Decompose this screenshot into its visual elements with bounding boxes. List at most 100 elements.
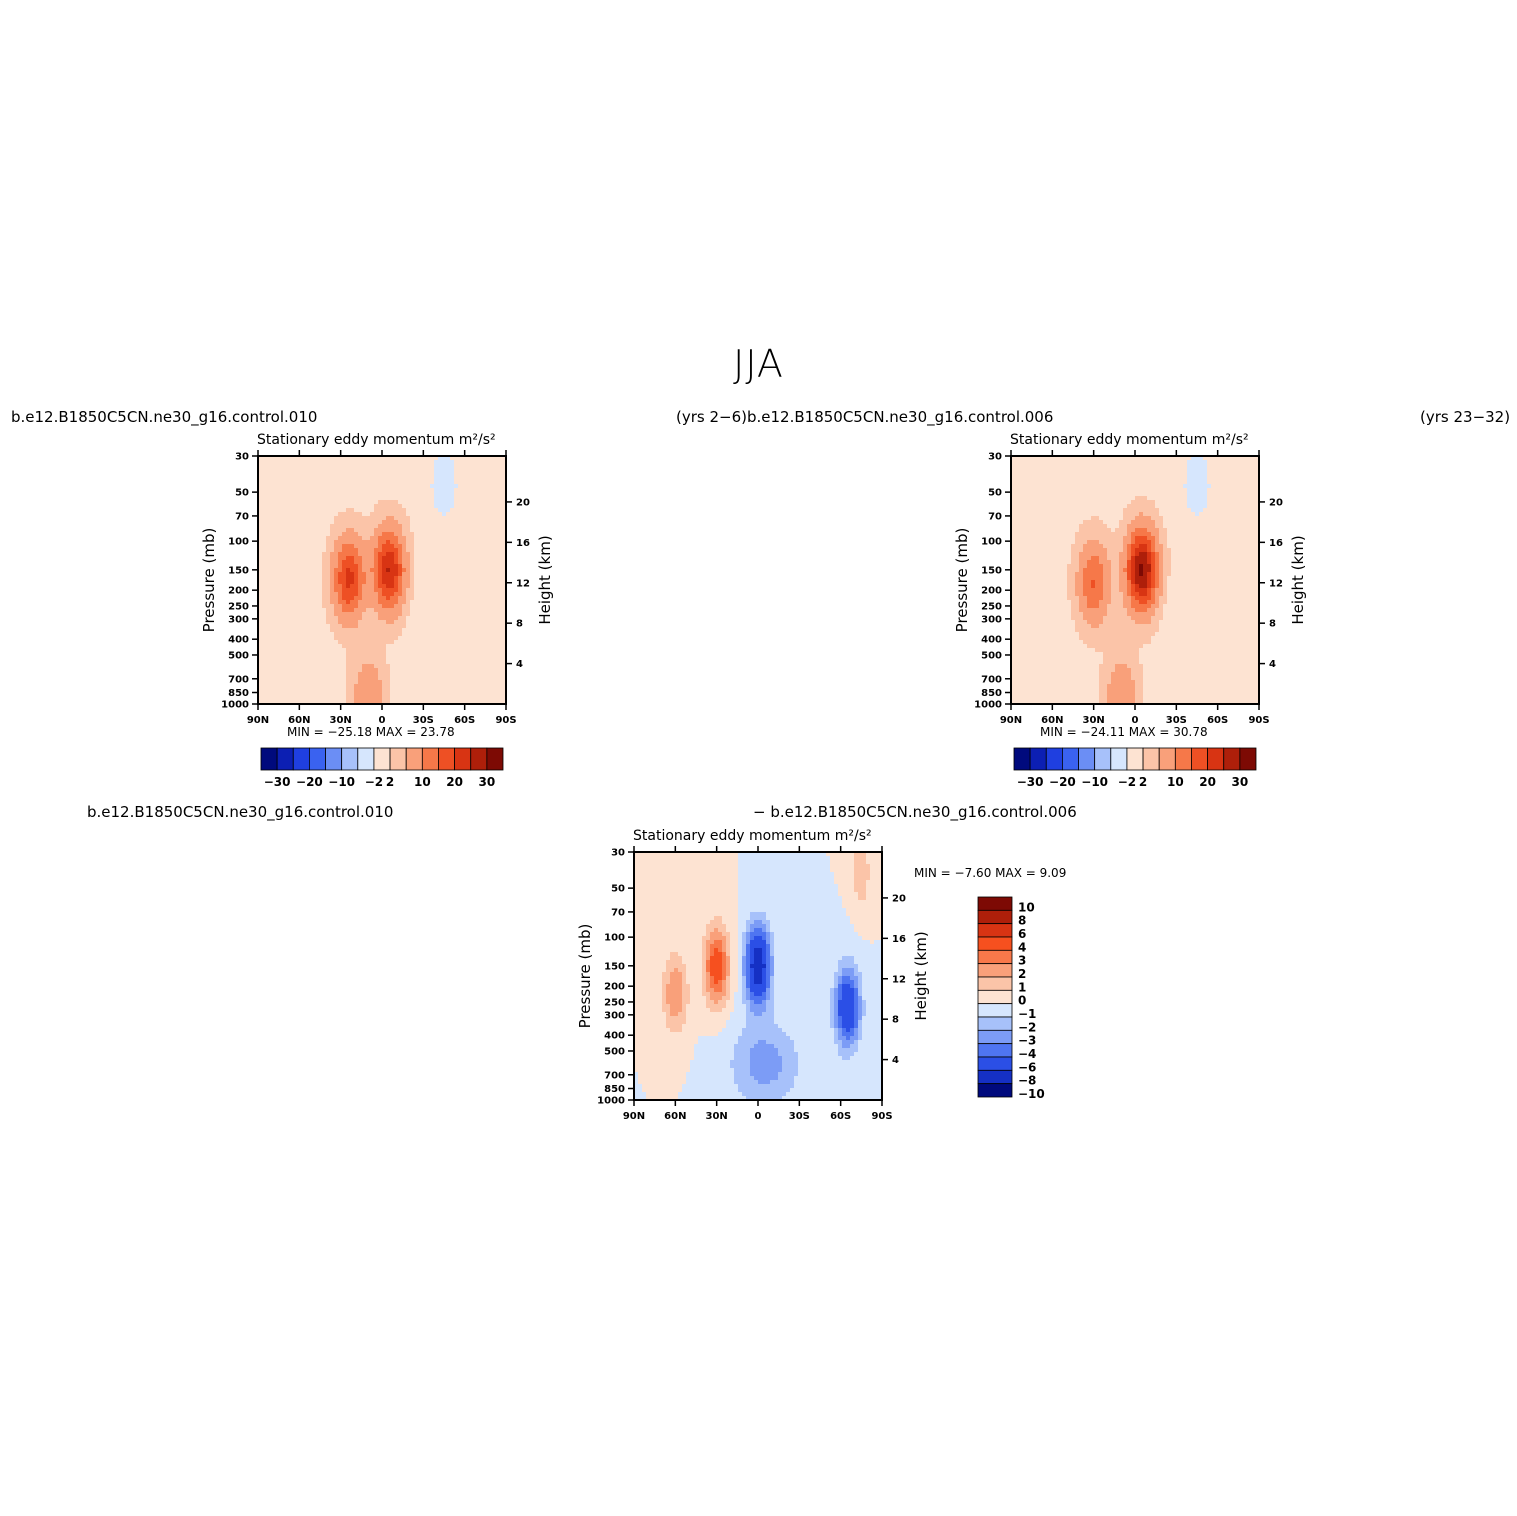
- contour-cell: [390, 688, 395, 693]
- contour-cell: [1079, 492, 1084, 497]
- contour-cell: [286, 604, 291, 609]
- contour-cell: [1055, 520, 1060, 525]
- contour-cell: [270, 484, 275, 489]
- contour-cell: [302, 648, 307, 653]
- contour-cell: [422, 640, 427, 645]
- contour-cell: [502, 528, 507, 533]
- contour-cell: [426, 568, 431, 573]
- contour-cell: [310, 536, 315, 541]
- contour-cell: [286, 700, 291, 705]
- contour-cell: [1235, 504, 1240, 509]
- contour-cell: [470, 552, 475, 557]
- contour-cell: [438, 572, 443, 577]
- contour-cell: [1183, 492, 1188, 497]
- contour-cell: [1035, 516, 1040, 521]
- contour-cell: [366, 492, 371, 497]
- contour-cell: [286, 520, 291, 525]
- contour-cell: [394, 680, 399, 685]
- contour-cell: [466, 596, 471, 601]
- contour-cell: [1043, 516, 1048, 521]
- contour-cell: [358, 576, 363, 581]
- contour-cell: [430, 472, 435, 477]
- contour-cell: [470, 456, 475, 461]
- contour-cell: [1043, 496, 1048, 501]
- contour-cell: [414, 564, 419, 569]
- contour-cell: [406, 572, 411, 577]
- contour-cell: [1255, 460, 1260, 465]
- contour-cell: [458, 592, 463, 597]
- contour-cell: [382, 648, 387, 653]
- contour-cell: [478, 596, 483, 601]
- contour-cell: [382, 456, 387, 461]
- contour-cell: [262, 520, 267, 525]
- contour-cell: [330, 456, 335, 461]
- contour-cell: [1231, 492, 1236, 497]
- contour-cell: [1091, 492, 1096, 497]
- contour-cell: [286, 684, 291, 689]
- contour-cell: [354, 684, 359, 689]
- contour-cell: [1019, 520, 1024, 525]
- contour-cell: [1207, 460, 1212, 465]
- contour-cell: [450, 528, 455, 533]
- contour-cell: [318, 648, 323, 653]
- contour-cell: [1063, 460, 1068, 465]
- contour-cell: [434, 576, 439, 581]
- contour-cell: [1203, 500, 1208, 505]
- contour-cell: [346, 472, 351, 477]
- contour-cell: [1235, 492, 1240, 497]
- contour-cell: [418, 584, 423, 589]
- contour-cell: [334, 600, 339, 605]
- contour-cell: [350, 548, 355, 553]
- contour-cell: [334, 504, 339, 509]
- contour-cell: [1011, 504, 1016, 509]
- contour-cell: [478, 692, 483, 697]
- contour-cell: [450, 532, 455, 537]
- contour-cell: [286, 608, 291, 613]
- contour-cell: [334, 624, 339, 629]
- contour-cell: [1163, 500, 1168, 505]
- contour-cell: [338, 560, 343, 565]
- contour-cell: [1011, 512, 1016, 517]
- contour-cell: [502, 500, 507, 505]
- contour-cell: [1171, 480, 1176, 485]
- contour-cell: [1043, 504, 1048, 509]
- contour-cell: [462, 516, 467, 521]
- contour-cell: [502, 456, 507, 461]
- contour-cell: [354, 692, 359, 697]
- contour-cell: [282, 500, 287, 505]
- contour-cell: [290, 636, 295, 641]
- contour-cell: [294, 552, 299, 557]
- contour-cell: [1127, 460, 1132, 465]
- contour-cell: [374, 640, 379, 645]
- contour-cell: [302, 556, 307, 561]
- contour-cell: [1079, 476, 1084, 481]
- contour-cell: [490, 508, 495, 513]
- contour-cell: [398, 460, 403, 465]
- contour-cell: [402, 508, 407, 513]
- contour-cell: [374, 488, 379, 493]
- contour-cell: [490, 576, 495, 581]
- contour-cell: [398, 532, 403, 537]
- contour-cell: [326, 552, 331, 557]
- contour-cell: [414, 664, 419, 669]
- contour-cell: [438, 684, 443, 689]
- contour-cell: [366, 484, 371, 489]
- contour-cell: [1115, 476, 1120, 481]
- contour-cell: [282, 692, 287, 697]
- contour-cell: [370, 648, 375, 653]
- contour-cell: [1147, 476, 1152, 481]
- contour-cell: [470, 564, 475, 569]
- contour-cell: [282, 644, 287, 649]
- contour-cell: [1019, 484, 1024, 489]
- contour-cell: [450, 608, 455, 613]
- contour-cell: [494, 684, 499, 689]
- contour-cell: [266, 460, 271, 465]
- contour-cell: [1115, 500, 1120, 505]
- contour-cell: [1159, 496, 1164, 501]
- contour-cell: [1135, 480, 1140, 485]
- contour-cell: [278, 632, 283, 637]
- contour-cell: [454, 696, 459, 701]
- contour-cell: [286, 592, 291, 597]
- contour-cell: [490, 476, 495, 481]
- contour-cell: [474, 568, 479, 573]
